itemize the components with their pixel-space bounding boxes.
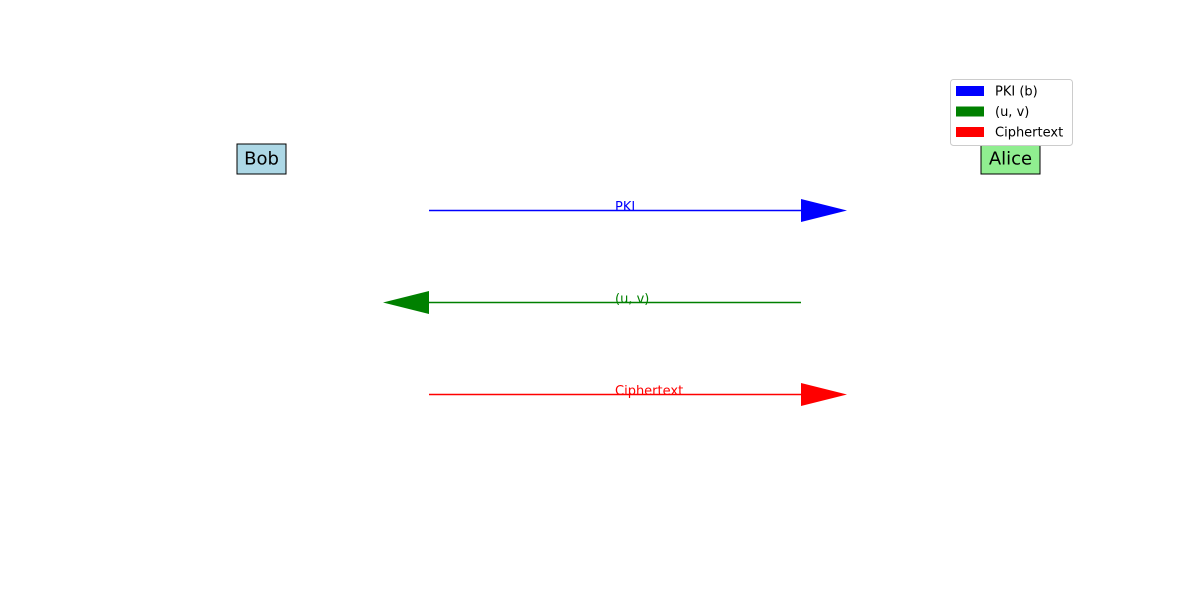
party-alice: Alice [980,143,1041,175]
legend-swatch-ciphertext [956,127,984,137]
message-uv-label: (u, v) [615,292,649,307]
legend-item-ciphertext: Ciphertext [956,126,1063,141]
bob-label: Bob [244,149,279,170]
message-ciphertext-arrowhead [801,383,847,406]
bob-box [236,143,287,175]
party-bob: Bob [236,143,287,175]
message-uv: (u, v) [383,291,801,314]
message-uv-arrowhead [383,291,429,314]
message-pki-label: PKI [615,200,635,215]
alice-label: Alice [989,149,1032,170]
alice-box [980,143,1041,175]
legend-label-pki: PKI (b) [995,85,1038,100]
legend-item-pki: PKI (b) [956,85,1038,100]
message-ciphertext: Ciphertext [429,383,847,406]
message-pki-arrowhead [801,199,847,222]
legend: PKI (b) (u, v) Ciphertext [950,79,1073,146]
legend-swatch-pki [956,86,984,96]
legend-swatch-uv [956,106,984,117]
legend-item-uv: (u, v) [956,105,1029,120]
legend-label-ciphertext: Ciphertext [995,126,1063,141]
message-pki: PKI [429,199,847,222]
message-ciphertext-label: Ciphertext [615,384,683,399]
legend-label-uv: (u, v) [995,105,1029,120]
